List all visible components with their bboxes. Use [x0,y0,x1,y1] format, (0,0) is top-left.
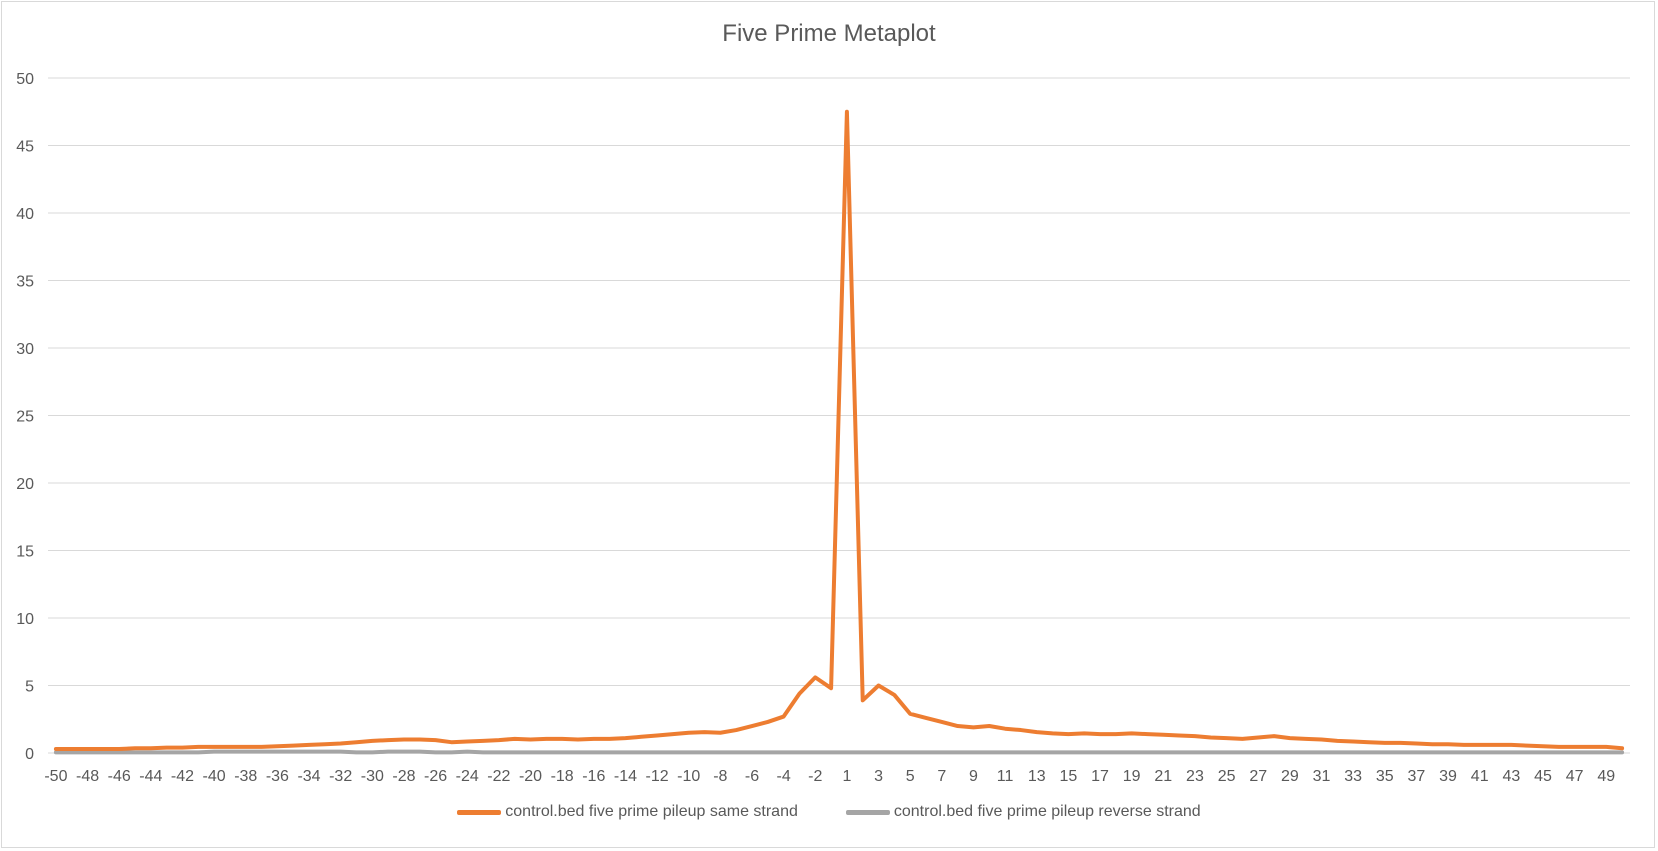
x-tick-label: 21 [1154,768,1172,785]
x-tick-label: -36 [266,768,289,785]
x-tick-label: 49 [1597,768,1615,785]
x-tick-label: 9 [969,768,978,785]
x-tick-label: 35 [1376,768,1394,785]
y-tick-label: 35 [16,274,34,291]
y-tick-label: 20 [16,476,34,493]
x-tick-label: 25 [1218,768,1236,785]
x-tick-label: 7 [937,768,946,785]
y-tick-label: 25 [16,409,34,426]
x-tick-label: 45 [1534,768,1552,785]
x-tick-label: -16 [582,768,605,785]
x-tick-label: -40 [203,768,226,785]
x-tick-label: -24 [456,768,479,785]
legend-item-same-strand: control.bed five prime pileup same stran… [457,803,798,821]
x-tick-label: -18 [551,768,574,785]
y-axis-ticks: 0 5 10 15 20 25 30 35 40 45 50 [16,71,34,763]
x-tick-label: 41 [1471,768,1489,785]
x-tick-label: 37 [1408,768,1426,785]
y-tick-label: 10 [16,611,34,628]
x-tick-label: 11 [997,768,1014,785]
y-tick-label: 45 [16,139,34,156]
legend-swatch-reverse-strand [845,809,890,815]
x-tick-label: -44 [139,768,162,785]
y-tick-label: 50 [16,71,34,88]
x-tick-label: 27 [1249,768,1267,785]
legend-item-reverse-strand: control.bed five prime pileup reverse st… [845,803,1201,821]
x-tick-label: -2 [808,768,822,785]
x-tick-label: -14 [614,768,637,785]
x-tick-label: 23 [1186,768,1204,785]
series-lines [53,109,1625,755]
x-tick-label: -8 [713,768,727,785]
x-tick-label: 29 [1281,768,1299,785]
x-tick-label: 43 [1502,768,1520,785]
x-tick-label: 19 [1123,768,1141,785]
x-tick-label: 39 [1439,768,1457,785]
series-line-reverse-strand [53,749,1625,755]
x-tick-label: -48 [76,768,99,785]
chart-title: Five Prime Metaplot [722,20,936,47]
legend: control.bed five prime pileup same stran… [0,803,1658,821]
x-tick-label: -30 [361,768,384,785]
x-tick-label: -22 [487,768,510,785]
x-axis-ticks: -50 -48 -46 -44 -42 -40 -38 -36 -34 -32 -30 -28 -26-… [44,768,1615,785]
y-tick-label: 30 [16,341,34,358]
x-tick-label: 33 [1344,768,1362,785]
y-tick-label: 15 [16,544,34,561]
legend-swatch-same-strand [457,809,502,815]
x-tick-label: 31 [1313,768,1331,785]
x-tick-label: 15 [1059,768,1077,785]
legend-label-same-strand: control.bed five prime pileup same stran… [505,803,798,820]
x-tick-label: 1 [842,768,851,785]
x-tick-label: -10 [677,768,700,785]
y-tick-label: 0 [25,746,34,763]
y-tick-label: 40 [16,206,34,223]
x-tick-label: 17 [1091,768,1109,785]
x-tick-label: -50 [44,768,67,785]
x-tick-label: -6 [745,768,759,785]
x-tick-label: -46 [108,768,131,785]
x-tick-label: -38 [234,768,257,785]
x-tick-label: 3 [874,768,883,785]
y-tick-label: 5 [25,679,34,696]
x-tick-label: 47 [1566,768,1584,785]
x-tick-label: -32 [329,768,352,785]
x-tick-label: -4 [777,768,791,785]
x-tick-label: -20 [519,768,542,785]
x-tick-label: -42 [171,768,194,785]
series-line-same-strand [53,109,1625,751]
x-tick-label: 13 [1028,768,1046,785]
x-tick-label: -34 [297,768,320,785]
x-tick-label: -12 [646,768,669,785]
x-tick-label: 5 [906,768,915,785]
x-tick-label: -28 [392,768,415,785]
x-tick-label: -26 [424,768,447,785]
legend-label-reverse-strand: control.bed five prime pileup reverse st… [893,803,1201,820]
